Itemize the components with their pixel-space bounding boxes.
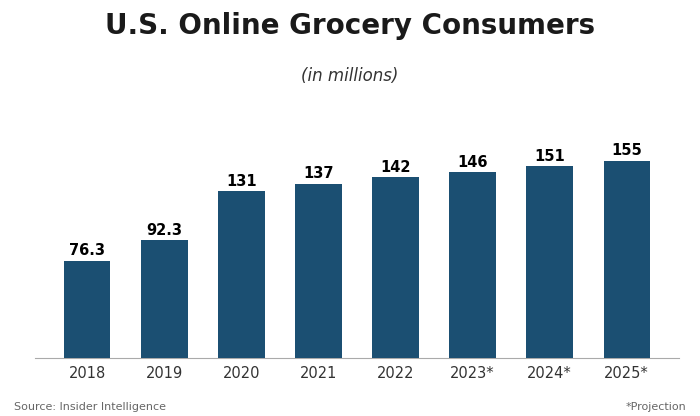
- Text: *Projection: *Projection: [625, 402, 686, 412]
- Bar: [526, 166, 573, 358]
- Text: 146: 146: [457, 155, 488, 170]
- Bar: [64, 261, 111, 358]
- Bar: [295, 183, 342, 358]
- Text: Source: Insider Intelligence: Source: Insider Intelligence: [14, 402, 166, 412]
- Text: U.S. Online Grocery Consumers: U.S. Online Grocery Consumers: [105, 12, 595, 40]
- Bar: [603, 161, 650, 358]
- Text: 151: 151: [534, 149, 565, 163]
- Text: 137: 137: [303, 166, 334, 181]
- Bar: [218, 191, 265, 358]
- Bar: [141, 240, 188, 358]
- Text: (in millions): (in millions): [301, 67, 399, 84]
- Text: 155: 155: [611, 144, 642, 158]
- Text: 131: 131: [226, 174, 257, 189]
- Bar: [372, 177, 419, 358]
- Text: 76.3: 76.3: [69, 243, 106, 258]
- Text: 92.3: 92.3: [146, 223, 183, 238]
- Text: 142: 142: [380, 160, 411, 175]
- Bar: [449, 172, 496, 358]
